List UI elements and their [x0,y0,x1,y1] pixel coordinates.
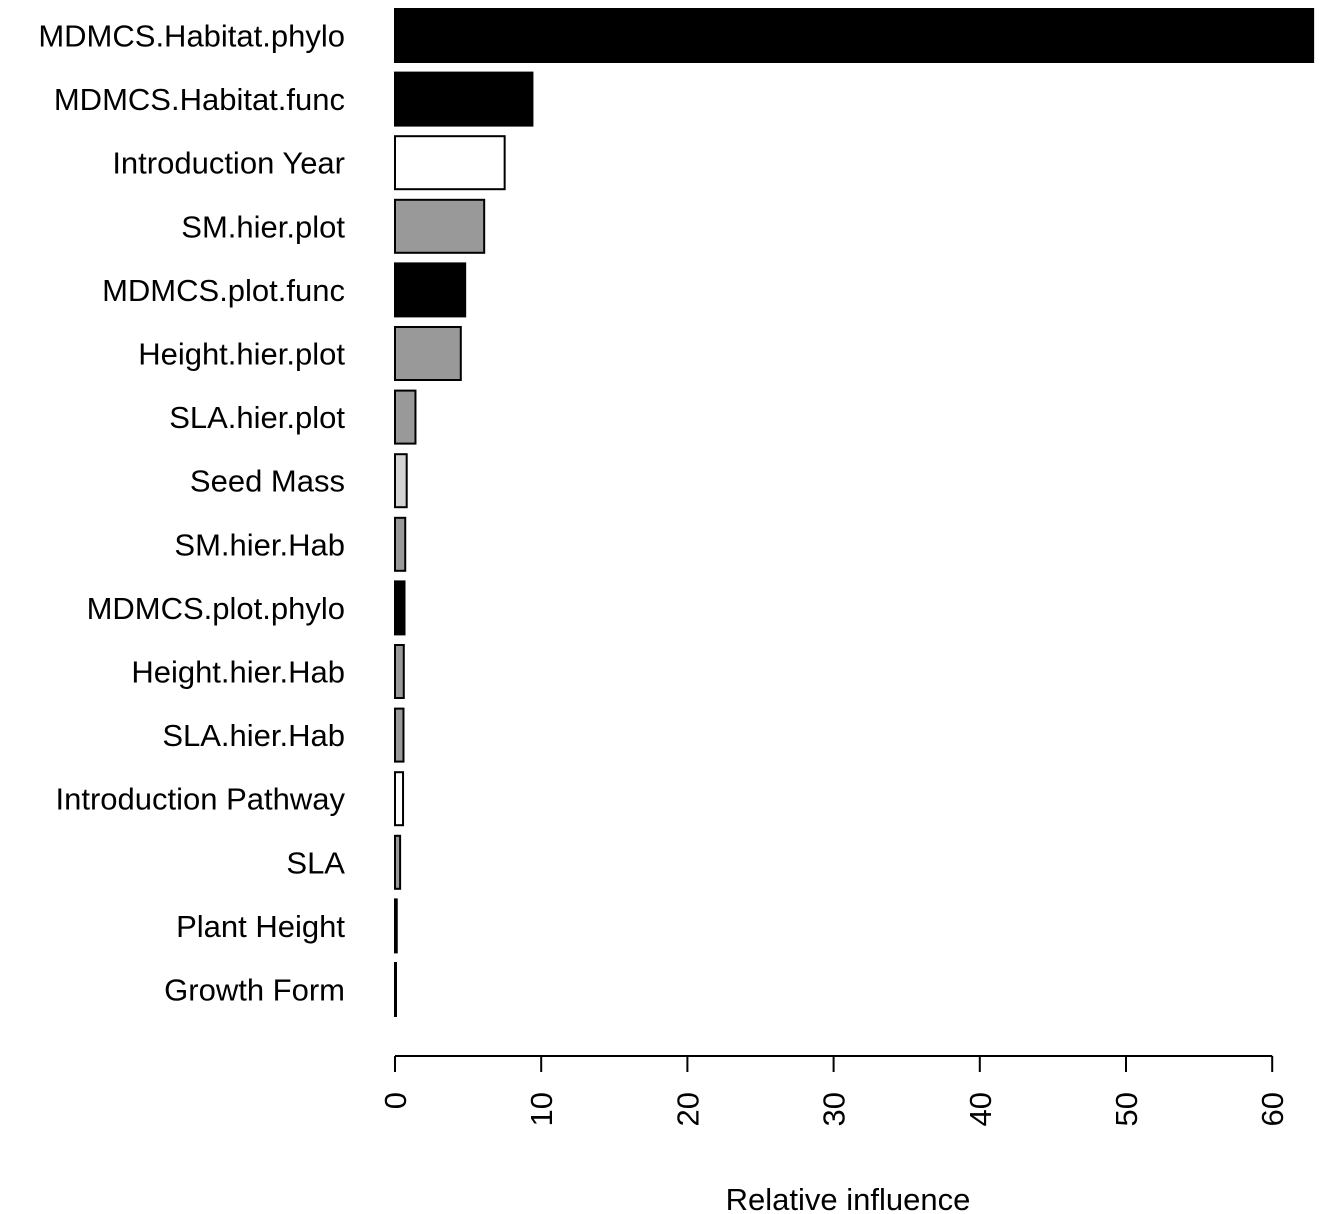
x-axis: 0 10 20 30 40 50 60 [378,1055,1290,1126]
x-tick-label: 40 [963,1092,998,1126]
category-label: Growth Form [164,973,345,1008]
category-label: MDMCS.Habitat.func [54,82,345,117]
category-labels-group: MDMCS.Habitat.phylo MDMCS.Habitat.func Int… [38,19,345,1008]
category-label: SM.hier.Hab [174,527,345,562]
category-label: MDMCS.plot.func [102,273,345,308]
bar-mdmcs-habitat-func [394,71,534,127]
bar-seed-mass [394,453,408,509]
category-label: MDMCS.Habitat.phylo [38,19,345,54]
x-tick-label: 50 [1109,1092,1144,1126]
category-label: SLA.hier.plot [169,400,345,435]
bar-mdmcs-habitat-phylo [394,8,1315,63]
bar-introduction-pathway [394,771,405,827]
x-tick-label: 30 [817,1092,852,1126]
bar-sla-hier-hab [394,707,405,763]
category-label: SLA.hier.Hab [162,718,345,753]
bar-sla-hier-plot [394,389,417,445]
x-tick-label: 10 [524,1092,559,1126]
bar-sm-hier-plot [394,198,486,254]
x-axis-title: Relative influence [726,1182,971,1214]
bar-introduction-year [394,135,506,191]
bar-mdmcs-plot-phylo [394,580,406,636]
bar-mdmcs-plot-func [394,262,467,318]
bar-sm-hier-hab [394,516,407,572]
category-label: SM.hier.plot [181,209,345,244]
category-label: MDMCS.plot.phylo [87,591,345,626]
category-label: SLA [286,845,345,880]
x-tick-label: 60 [1255,1092,1290,1126]
category-label: Introduction Year [112,146,345,181]
bar-height-hier-plot [394,326,462,381]
category-label: Height.hier.plot [138,337,345,372]
bar-sla [394,834,402,890]
bar-height-hier-hab [394,644,405,699]
x-tick-label: 20 [670,1092,705,1126]
category-label: Seed Mass [190,464,345,499]
bars-group [394,8,1315,1017]
category-label: Introduction Pathway [55,782,345,817]
bar-growth-form [394,962,397,1017]
x-tick-label: 0 [378,1092,413,1109]
category-label: Height.hier.Hab [131,655,345,690]
bar-plant-height [394,898,398,954]
category-label: Plant Height [176,909,345,944]
